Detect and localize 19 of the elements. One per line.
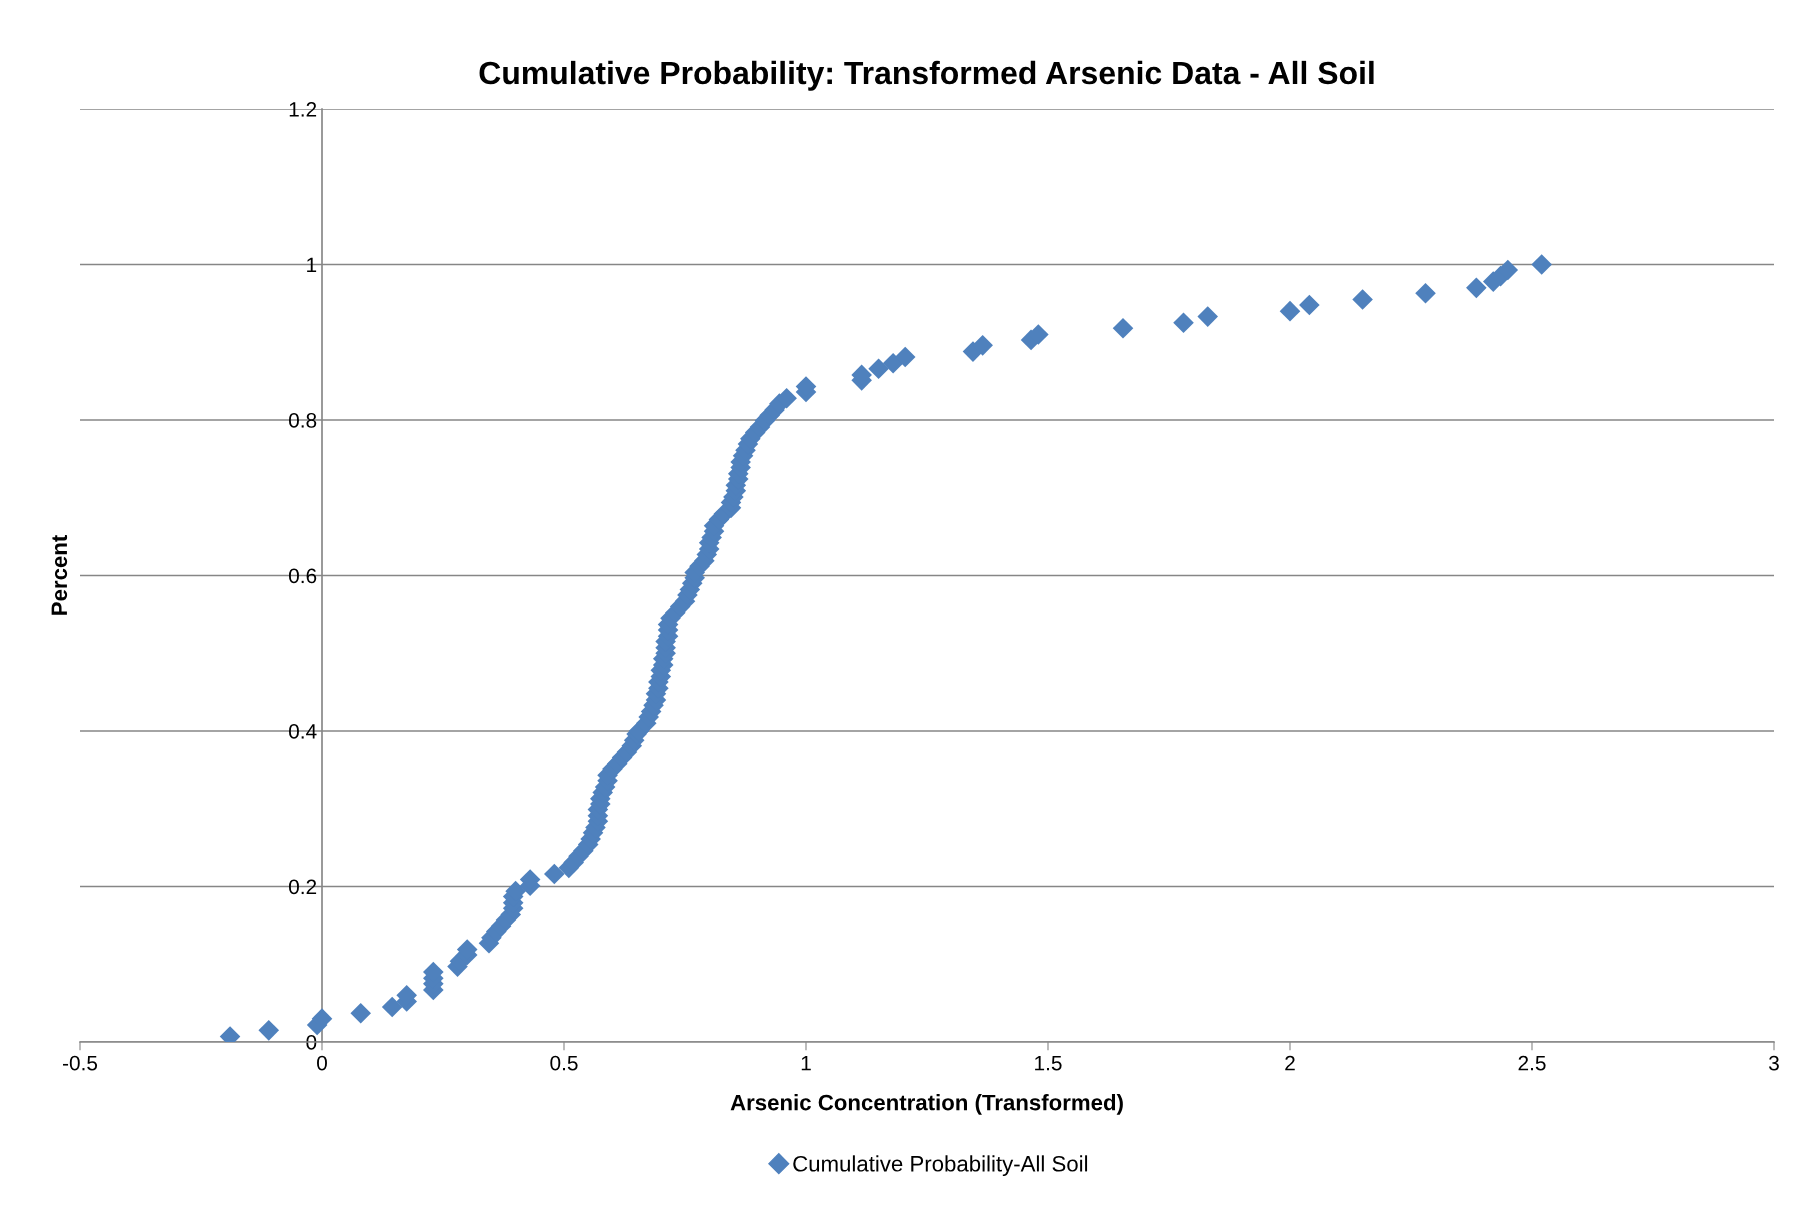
chart-title: Cumulative Probability: Transformed Arsenic Data - All Soil [479, 60, 1374, 91]
y-tick-label: 1.2 [289, 102, 317, 117]
x-tick-label: 0.5 [550, 1055, 578, 1071]
x-tick-label: -0.5 [62, 1055, 98, 1071]
y-tick-label: 1 [307, 257, 317, 273]
x-tick-label: 1 [801, 1055, 811, 1071]
y-tick-label: 0 [306, 1035, 317, 1050]
y-tick-label: 0.4 [288, 724, 317, 739]
x-tick-label: 0 [317, 1055, 327, 1071]
y-tick-label: 0.8 [288, 413, 317, 428]
y-axis-title: Percent [51, 535, 68, 615]
y-tick-label: 0.2 [288, 879, 317, 895]
x-tick-label: 3 [1769, 1055, 1779, 1071]
legend-label: Cumulative Probability-All Soil [793, 1155, 1088, 1177]
x-axis-title: Arsenic Concentration (Transformed) [730, 1094, 1123, 1115]
x-tick-label: 2 [1285, 1055, 1295, 1071]
x-tick-label: 2.5 [1518, 1055, 1546, 1071]
y-tick-label: 0.6 [288, 568, 317, 584]
x-tick-label: 1.5 [1035, 1055, 1062, 1071]
